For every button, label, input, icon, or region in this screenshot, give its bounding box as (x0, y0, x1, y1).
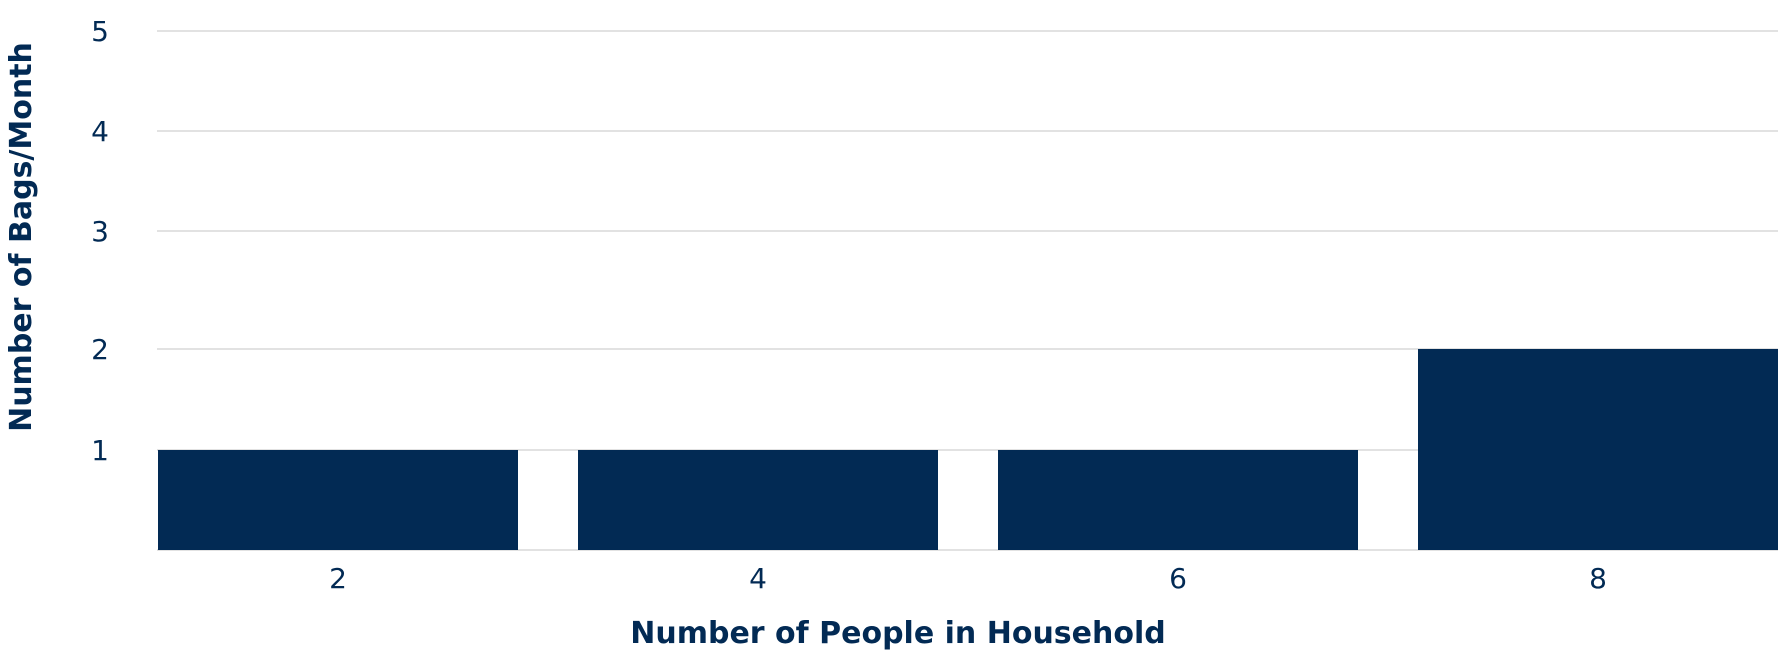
bar-6 (998, 450, 1358, 550)
x-tick-label-4: 4 (749, 562, 767, 595)
y-tick-labels: 1 2 3 4 5 (91, 15, 109, 467)
x-tick-labels: 2 4 6 8 (329, 562, 1607, 595)
y-axis-title: Number of Bags/Month (4, 42, 39, 432)
x-tick-label-2: 2 (329, 562, 347, 595)
y-tick-label-4: 4 (91, 115, 109, 148)
bar-8 (1418, 349, 1778, 550)
y-tick-label-2: 2 (91, 333, 109, 366)
y-tick-label-1: 1 (91, 434, 109, 467)
x-axis-title: Number of People in Household (630, 616, 1165, 651)
x-tick-label-8: 8 (1589, 562, 1607, 595)
y-tick-label-3: 3 (91, 215, 109, 248)
bar-2 (158, 450, 518, 550)
x-tick-label-6: 6 (1169, 562, 1187, 595)
y-tick-label-5: 5 (91, 15, 109, 48)
bars (158, 349, 1778, 550)
bar-4 (578, 450, 938, 550)
